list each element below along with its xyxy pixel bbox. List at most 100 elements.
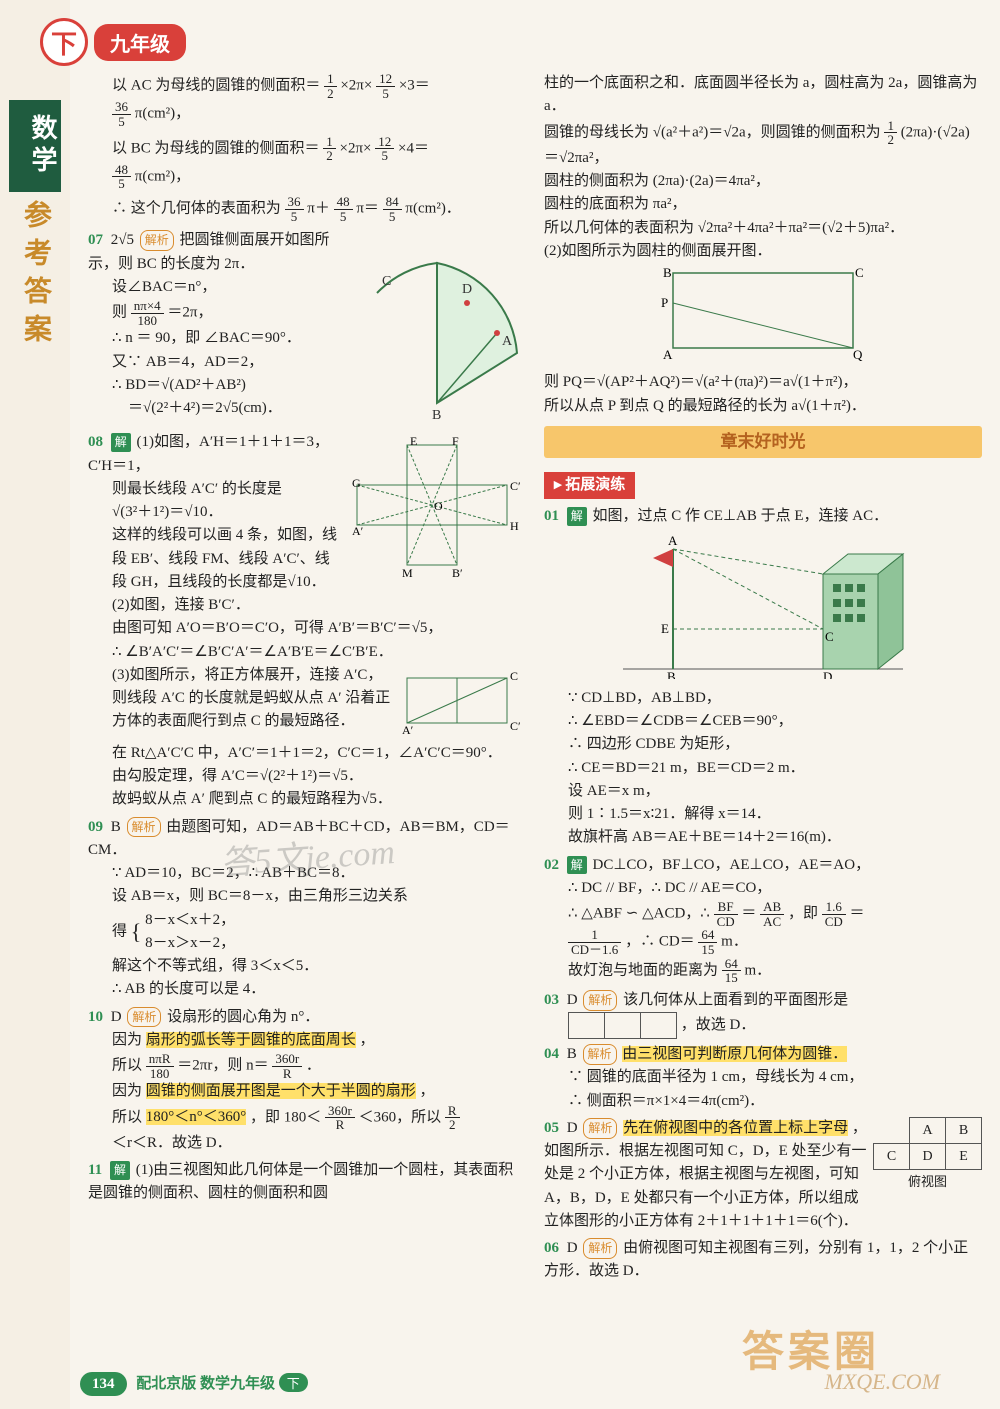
text: ×3＝ (399, 78, 430, 94)
text: 设 AB＝x，则 BC＝8－x，由三角形三边关系 (88, 885, 526, 908)
top-view-figure (568, 1012, 677, 1039)
q09-number: 09 (88, 819, 103, 835)
q10-number: 10 (88, 1009, 103, 1025)
svg-text:B: B (667, 669, 676, 679)
cylinder-net-figure: B C P A Q (653, 263, 873, 363)
svg-text:A: A (502, 334, 513, 349)
analysis-tag: 解析 (583, 1118, 617, 1139)
text: 因为 (112, 1032, 142, 1048)
text: ，即 (788, 906, 818, 922)
text: (2)如图所示为圆柱的侧面展开图． (544, 240, 982, 263)
page-number: 134 (80, 1372, 127, 1396)
highlight: 扇形的弧长等于圆锥的底面周长 (146, 1032, 356, 1048)
svg-text:C: C (855, 265, 864, 280)
text: 则 (112, 305, 127, 321)
text: 则 1∶1.5＝x∶21．解得 x＝14． (544, 803, 982, 826)
q04-number: 04 (544, 1046, 559, 1062)
text: 8－x＜x＋2， (145, 912, 235, 928)
q06-answer: D (567, 1240, 578, 1256)
svg-text:C: C (382, 274, 391, 289)
text: 在 Rt△A′C′C 中，A′C′＝1＋1＝2，C′C＝1，∠A′C′C＝90°… (88, 742, 526, 765)
text: 则 PQ＝√(AP²＋AQ²)＝√(a²＋(πa)²)＝a√(1＋π²)， (544, 371, 982, 394)
analysis-tag: 解析 (140, 230, 174, 251)
text: ∴ 侧面积＝π×1×4＝4π(cm²)． (544, 1090, 982, 1113)
q11-number: 11 (88, 1162, 102, 1178)
text: ×4＝ (398, 140, 429, 156)
text: 该几何体从上面看到的平面图形是 (623, 992, 848, 1008)
svg-text:D: D (462, 282, 472, 297)
text: π(cm²)， (135, 168, 190, 184)
highlight: 由三视图可判断原几何体为圆锥． (622, 1046, 847, 1062)
q01-number: 01 (544, 508, 559, 524)
text: ，∴ CD＝ (625, 934, 695, 950)
text: ∴ 四边形 CDBE 为矩形， (544, 733, 982, 756)
text: ∴ BD＝√(AD²＋AB²) (88, 374, 352, 397)
text: ＝ (741, 906, 756, 922)
text: ＝√(2²＋4²)＝2√5(cm)． (88, 397, 352, 420)
text: 所以从点 P 到点 Q 的最短路径的长为 a√(1＋π²)． (544, 395, 982, 418)
text: π＋ (307, 201, 330, 217)
text: 设∠BAC＝n°， (88, 276, 352, 299)
svg-text:B′: B′ (452, 566, 463, 580)
svg-text:A′: A′ (402, 723, 414, 737)
text: ＜r＜R．故选 D． (88, 1132, 526, 1155)
svg-text:P: P (661, 295, 668, 310)
analysis-tag: 解析 (127, 1007, 161, 1028)
text: ∵ AD＝10，BC＝2，∴ AB＋BC＝8． (88, 862, 526, 885)
svg-text:Q: Q (853, 347, 863, 362)
solution-tag: 解 (567, 856, 587, 875)
text: (3)如图所示，将正方体展开，连接 A′C，则线段 A′C 的长度就是蚂蚁从点 … (88, 664, 392, 734)
spine-subject: 数学 (9, 100, 61, 192)
text: ＝ (850, 906, 865, 922)
svg-text:A: A (668, 533, 678, 548)
volume-badge: 下 (40, 18, 88, 66)
caption: 俯视图 (873, 1172, 982, 1192)
text: 设 AE＝x m， (544, 780, 982, 803)
solution-tag: 解 (110, 1161, 130, 1180)
analysis-tag: 解析 (583, 1238, 617, 1259)
svg-text:D: D (823, 669, 832, 679)
text: ∴ CE＝BD＝21 m，BE＝CD＝2 m． (544, 757, 982, 780)
text: 因为 (112, 1083, 142, 1099)
text: 故灯泡与地面的距离为 (568, 962, 718, 978)
section-title: 章末好时光 (544, 426, 982, 458)
text: 得 (112, 923, 127, 939)
text: ∴ ∠B′A′C′＝∠B′C′A′＝∠A′B′E＝∠C′B′E． (88, 641, 526, 664)
svg-text:F: F (452, 435, 459, 448)
svg-text:A′: A′ (352, 524, 364, 538)
q05-number: 05 (544, 1120, 559, 1136)
text: m． (721, 934, 748, 950)
q03-number: 03 (544, 992, 559, 1008)
text: ∵ 圆锥的底面半径为 1 cm，母线长为 4 cm， (544, 1066, 982, 1089)
q08-number: 08 (88, 434, 103, 450)
subsection-tab: 拓展演练 (544, 472, 635, 499)
text: 以 AC 为母线的圆锥的侧面积＝ (112, 78, 320, 94)
q07-answer: 2√5 (111, 232, 134, 248)
right-column: 柱的一个底面积之和．底面圆半径长为 a，圆柱高为 2a，圆锥高为 a． 圆锥的母… (544, 72, 982, 1369)
q04-answer: B (567, 1046, 577, 1062)
text: ∴ DC // BF，∴ DC // AE＝CO， (544, 877, 982, 900)
text: 则最长线段 A′C′ 的长度是 (88, 478, 342, 501)
text: 如图，过点 C 作 CE⊥AB 于点 E，连接 AC． (593, 508, 889, 524)
text: 设扇形的圆心角为 n°． (167, 1009, 319, 1025)
svg-text:C′: C′ (510, 719, 521, 733)
svg-text:G: G (352, 476, 361, 490)
text: 所以 (112, 1109, 142, 1125)
text: 由勾股定理，得 A′C＝√(2²＋1²)＝√5． (88, 765, 526, 788)
text: √(3²＋1²)＝√10． (88, 501, 342, 524)
text: ∴ △ABF ∽ △ACD，∴ (568, 906, 710, 922)
text: ． (306, 1058, 321, 1074)
svg-text:C: C (825, 629, 834, 644)
q07-number: 07 (88, 232, 103, 248)
text: π(cm²)． (405, 201, 460, 217)
text: 8－x＞x－2， (145, 935, 235, 951)
q05-answer: D (567, 1120, 578, 1136)
text: 圆锥的母线长为 √(a²＋a²)＝√2a，则圆锥的侧面积为 (544, 124, 881, 140)
svg-text:O: O (434, 499, 443, 513)
svg-text:B: B (432, 408, 441, 423)
text: ＜360，所以 (359, 1109, 442, 1125)
text: 柱的一个底面积之和．底面圆半径长为 a，圆柱高为 2a，圆锥高为 a． (544, 72, 982, 119)
text: ∵ CD⊥BD，AB⊥BD， (544, 687, 982, 710)
q03-answer: D (567, 992, 578, 1008)
highlight: 先在俯视图中的各位置上标上字母 (623, 1120, 848, 1136)
